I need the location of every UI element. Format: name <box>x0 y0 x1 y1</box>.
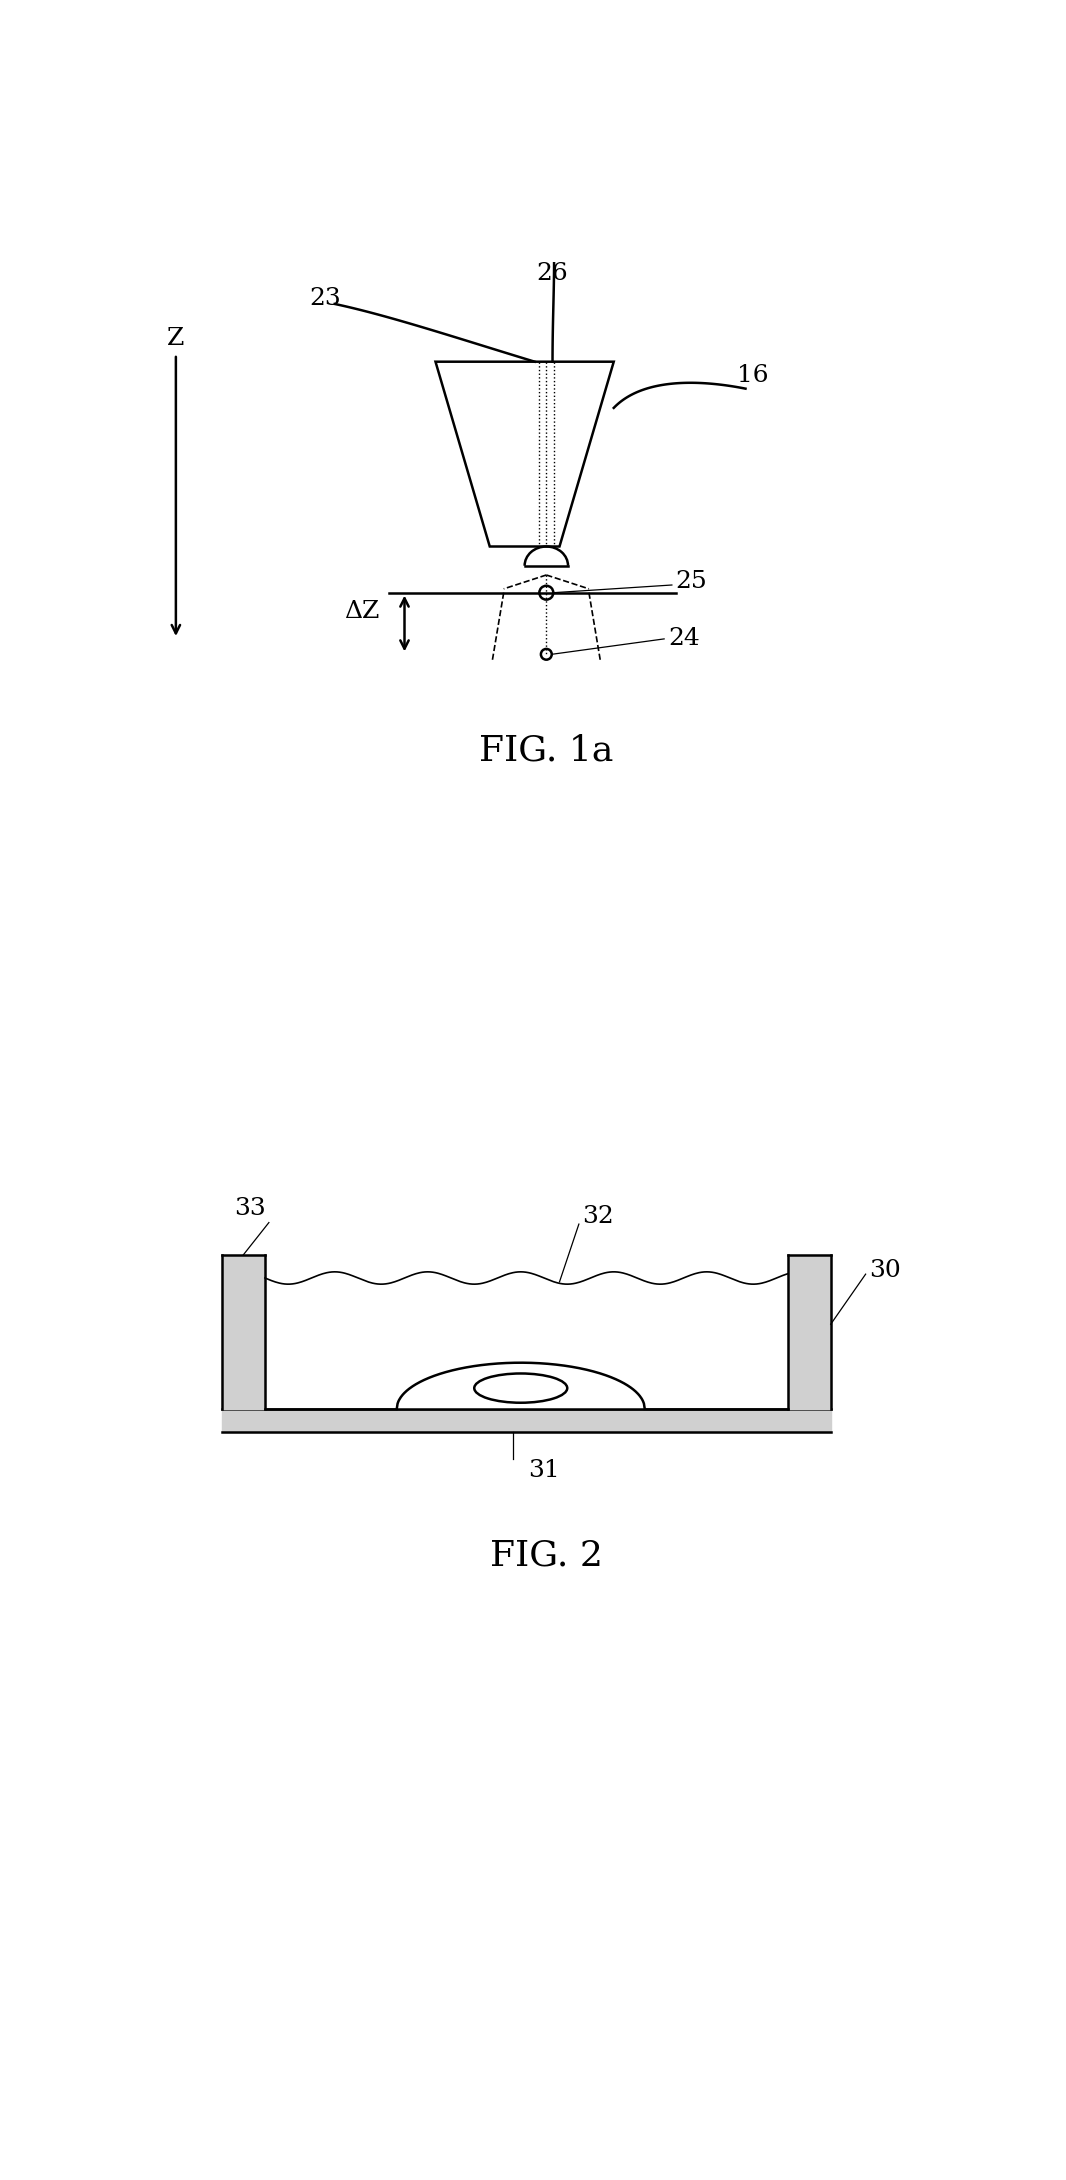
Text: 31: 31 <box>528 1458 560 1482</box>
Text: FIG. 2: FIG. 2 <box>490 1539 602 1572</box>
Text: 16: 16 <box>738 364 769 388</box>
Text: FIG. 1a: FIG. 1a <box>479 732 614 767</box>
Text: 25: 25 <box>676 569 708 593</box>
Text: 24: 24 <box>668 628 699 650</box>
Text: 33: 33 <box>233 1197 265 1221</box>
Text: 23: 23 <box>309 288 341 310</box>
Text: 26: 26 <box>536 262 568 286</box>
Text: 30: 30 <box>870 1258 901 1282</box>
Text: 32: 32 <box>582 1206 614 1227</box>
Text: ΔZ: ΔZ <box>344 600 379 623</box>
Text: Z: Z <box>167 327 184 351</box>
